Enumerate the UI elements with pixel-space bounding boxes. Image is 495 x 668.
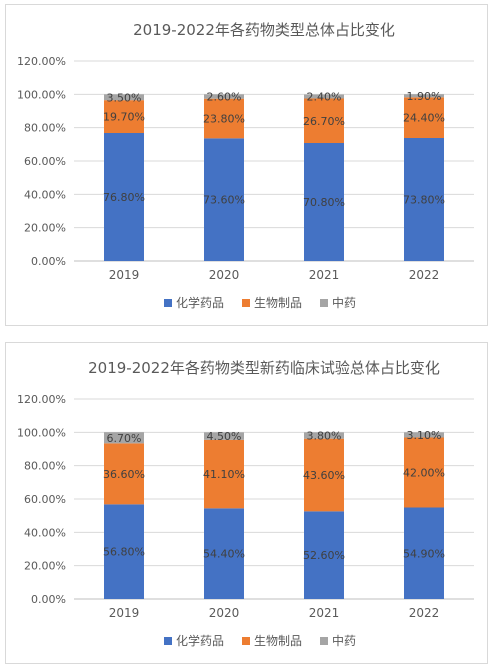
x-tick-label: 2019 bbox=[109, 606, 140, 620]
x-tick-label: 2021 bbox=[309, 606, 340, 620]
chart-panel-2: 2019-2022年各药物类型新药临床试验总体占比变化 0.00% 20.00% 40… bbox=[5, 342, 488, 664]
bar-segment bbox=[104, 94, 144, 101]
bar-segment bbox=[304, 94, 344, 99]
x-tick-label: 2020 bbox=[209, 268, 240, 282]
data-label: 26.70% bbox=[303, 115, 345, 128]
x-tick-label: 2021 bbox=[309, 268, 340, 282]
bar-segment bbox=[404, 138, 444, 261]
legend-swatch bbox=[242, 299, 250, 307]
y-tick-label: 40.00% bbox=[24, 188, 66, 201]
y-tick-label: 100.00% bbox=[17, 88, 66, 101]
y-tick-label: 60.00% bbox=[24, 493, 66, 506]
legend-swatch bbox=[242, 637, 250, 645]
y-tick-label: 20.00% bbox=[24, 560, 66, 573]
bar-segment bbox=[304, 432, 344, 439]
y-tick-label: 120.00% bbox=[17, 55, 66, 68]
bar-segment bbox=[404, 94, 444, 98]
data-label: 3.10% bbox=[407, 429, 442, 442]
data-label: 1.90% bbox=[407, 90, 442, 103]
data-label: 43.60% bbox=[303, 469, 345, 482]
legend-label: 中药 bbox=[332, 295, 356, 310]
bar-segment bbox=[204, 432, 244, 440]
legend-label: 中药 bbox=[332, 633, 356, 648]
data-label: 3.80% bbox=[307, 430, 342, 443]
data-label: 70.80% bbox=[303, 196, 345, 209]
x-tick-label: 2020 bbox=[209, 606, 240, 620]
legend-swatch bbox=[320, 299, 328, 307]
bar-segment bbox=[104, 443, 144, 505]
y-tick-label: 100.00% bbox=[17, 426, 66, 439]
chart-title: 2019-2022年各药物类型新药临床试验总体占比变化 bbox=[88, 359, 440, 377]
data-label: 52.60% bbox=[303, 549, 345, 562]
data-label: 2.60% bbox=[207, 91, 242, 104]
bar-segment bbox=[404, 437, 444, 508]
y-tick-label: 0.00% bbox=[31, 593, 66, 606]
data-label: 42.00% bbox=[403, 467, 445, 480]
data-label: 76.80% bbox=[103, 191, 145, 204]
data-label: 19.70% bbox=[103, 111, 145, 124]
y-tick-label: 80.00% bbox=[24, 122, 66, 135]
legend-label: 生物制品 bbox=[254, 296, 302, 310]
bar-segment bbox=[304, 143, 344, 261]
bar-segment bbox=[204, 94, 244, 99]
bar-segment bbox=[104, 133, 144, 261]
bar-segment bbox=[204, 439, 244, 509]
data-label: 41.10% bbox=[203, 468, 245, 481]
chart-panel-1: 2019-2022年各药物类型总体占比变化 0.00% 20.00% 40.00% 60… bbox=[5, 4, 488, 326]
y-tick-label: 0.00% bbox=[31, 255, 66, 268]
data-label: 6.70% bbox=[107, 432, 142, 445]
data-label: 73.80% bbox=[403, 194, 445, 207]
data-label: 24.40% bbox=[403, 112, 445, 125]
bar-segment bbox=[104, 504, 144, 599]
legend-swatch bbox=[164, 299, 172, 307]
y-tick-label: 40.00% bbox=[24, 526, 66, 539]
legend-label: 生物制品 bbox=[254, 634, 302, 648]
data-label: 36.60% bbox=[103, 468, 145, 481]
y-tick-label: 80.00% bbox=[24, 460, 66, 473]
bar-segment bbox=[304, 511, 344, 599]
legend-swatch bbox=[164, 637, 172, 645]
bar-segment bbox=[204, 98, 244, 139]
x-tick-label: 2019 bbox=[109, 268, 140, 282]
data-label: 2.40% bbox=[307, 91, 342, 104]
chart-title: 2019-2022年各药物类型总体占比变化 bbox=[133, 21, 395, 39]
legend: 化学药品 生物制品 中药 bbox=[164, 633, 356, 648]
legend-swatch bbox=[320, 637, 328, 645]
x-tick-label: 2022 bbox=[409, 268, 440, 282]
legend-label: 化学药品 bbox=[176, 295, 224, 310]
legend: 化学药品 生物制品 中药 bbox=[164, 295, 356, 310]
stacked-bar-chart-1: 2019-2022年各药物类型总体占比变化 0.00% 20.00% 40.00% 60… bbox=[17, 21, 474, 310]
legend-label: 化学药品 bbox=[176, 633, 224, 648]
bar-segment bbox=[304, 98, 344, 143]
data-label: 54.90% bbox=[403, 547, 445, 560]
data-label: 3.50% bbox=[107, 91, 142, 104]
bar-segment bbox=[204, 138, 244, 261]
y-tick-label: 60.00% bbox=[24, 155, 66, 168]
data-label: 73.60% bbox=[203, 194, 245, 207]
bar-segment bbox=[404, 507, 444, 599]
bar-segment bbox=[104, 432, 144, 444]
y-tick-label: 120.00% bbox=[17, 393, 66, 406]
x-tick-label: 2022 bbox=[409, 606, 440, 620]
data-label: 23.80% bbox=[203, 113, 245, 126]
bar-segment bbox=[304, 438, 344, 512]
y-tick-label: 20.00% bbox=[24, 222, 66, 235]
bar-segment bbox=[104, 100, 144, 133]
data-label: 4.50% bbox=[207, 430, 242, 443]
data-label: 56.80% bbox=[103, 546, 145, 559]
stacked-bar-chart-2: 2019-2022年各药物类型新药临床试验总体占比变化 0.00% 20.00% 40… bbox=[17, 359, 474, 648]
data-label: 54.40% bbox=[203, 548, 245, 561]
bar-segment bbox=[204, 508, 244, 599]
bar-segment bbox=[404, 97, 444, 138]
bar-segment bbox=[404, 432, 444, 438]
